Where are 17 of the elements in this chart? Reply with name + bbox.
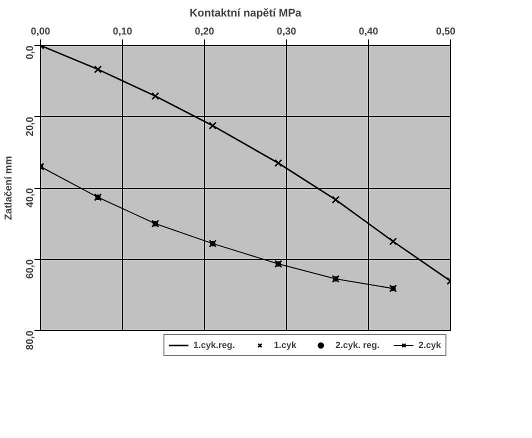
x-tick-label: 0,00: [30, 26, 51, 38]
x-tick-label: 0,40: [358, 26, 379, 38]
y-tick-label: 60,0: [25, 258, 36, 279]
chart-title: Kontaktní napětí MPa: [190, 8, 302, 20]
y-tick-label: 80,0: [25, 330, 36, 350]
x-tick-label: 0,50: [436, 26, 456, 38]
x-tick-label: 0,10: [112, 26, 133, 38]
legend-label: 1.cyk: [274, 339, 296, 351]
y-tick-label: 0,0: [25, 45, 36, 60]
legend-label: 1.cyk.reg.: [193, 339, 235, 351]
y-tick-label: 40,0: [25, 188, 36, 208]
legend-label: 2.cyk. reg.: [335, 339, 380, 351]
legend-label: 2.cyk: [418, 339, 441, 351]
y-axis-title: Zatlačení mm: [4, 156, 14, 220]
x-tick-label: 0,30: [276, 26, 297, 38]
y-tick-label: 20,0: [25, 116, 36, 136]
x-tick-label: 0,20: [194, 26, 215, 38]
